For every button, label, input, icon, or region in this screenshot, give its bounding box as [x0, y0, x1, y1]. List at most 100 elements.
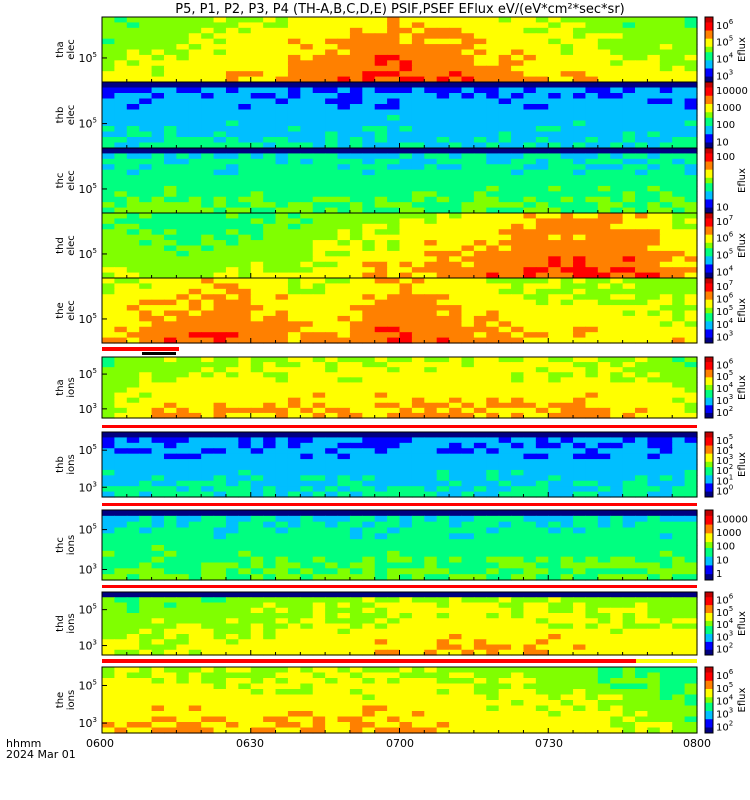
spectrogram-cell — [374, 294, 388, 301]
spectrogram-cell — [498, 326, 512, 333]
spectrogram-cell — [635, 486, 649, 493]
panel-label-species: elec — [66, 235, 77, 256]
spectrogram-cell — [684, 191, 698, 198]
spectrogram-cell — [449, 278, 463, 285]
spectrogram-cell — [511, 453, 525, 460]
spectrogram-cell — [622, 27, 636, 34]
spectrogram-cell — [349, 310, 363, 317]
spectrogram-cell — [436, 120, 450, 127]
spectrogram-cell — [250, 169, 264, 176]
spectrogram-cell — [535, 126, 549, 133]
spectrogram-cell — [139, 33, 153, 40]
spectrogram-cell — [275, 459, 289, 466]
spectrogram-cell — [436, 256, 450, 263]
spectrogram-cell — [201, 196, 215, 203]
spectrogram-cell — [659, 278, 673, 285]
spectrogram-cell — [362, 158, 376, 165]
spectrogram-cell — [387, 305, 401, 312]
colorbar-step — [705, 79, 713, 83]
spectrogram-cell — [287, 213, 301, 220]
spectrogram-cell — [411, 109, 425, 116]
spectrogram-cell — [535, 515, 549, 523]
spectrogram-cell — [635, 442, 649, 449]
spectrogram-cell — [511, 486, 525, 493]
spectrogram-cell — [201, 126, 215, 133]
spectrogram-cell — [201, 562, 215, 569]
spectrogram-cell — [126, 442, 140, 449]
spectrogram-cell — [535, 207, 549, 214]
spectrogram-cell — [610, 256, 624, 263]
spectrogram-cell — [188, 556, 202, 564]
colorbar-label: Eflux — [737, 168, 748, 193]
spectrogram-cell — [250, 223, 264, 230]
spectrogram-cell — [560, 65, 574, 72]
spectrogram-cell — [188, 169, 202, 176]
spectrogram-cell — [176, 169, 190, 176]
spectrogram-cell — [225, 180, 239, 187]
spectrogram-cell — [287, 539, 301, 546]
spectrogram-cell — [647, 65, 661, 72]
spectrogram-cell — [635, 397, 649, 404]
spectrogram-cell — [449, 250, 463, 257]
spectrogram-cell — [300, 562, 314, 569]
spectrogram-cell — [659, 131, 673, 138]
spectrogram-cell — [102, 22, 115, 29]
spectrogram-cell — [102, 76, 115, 83]
spectrogram-cell — [102, 240, 115, 247]
spectrogram-cell — [684, 382, 698, 389]
spectrogram-cell — [387, 33, 401, 40]
spectrogram-cell — [511, 256, 525, 263]
spectrogram-cell — [337, 397, 351, 404]
spectrogram-cell — [312, 278, 326, 285]
spectrogram-cell — [225, 556, 239, 564]
spectrogram-cell — [263, 437, 277, 444]
spectrogram-cell — [647, 515, 661, 523]
spectrogram-cell — [250, 556, 264, 564]
spectrogram-cell — [585, 510, 599, 517]
spectrogram-cell — [647, 550, 661, 558]
spectrogram-cell — [201, 65, 215, 72]
spectrogram-cell — [163, 486, 177, 493]
spectrogram-cell — [151, 402, 165, 409]
spectrogram-cell — [585, 131, 599, 138]
spectrogram-cell — [449, 305, 463, 312]
spectrogram-cell — [238, 332, 252, 339]
spectrogram-cell — [275, 240, 289, 247]
spectrogram-cell — [573, 218, 587, 225]
colorbar-step — [705, 117, 713, 121]
spectrogram-cell — [263, 475, 277, 482]
spectrogram-cell — [337, 533, 351, 540]
spectrogram-cell — [548, 240, 562, 247]
spectrogram-cell — [300, 283, 314, 290]
spectrogram-cell — [213, 397, 227, 404]
spectrogram-cell — [424, 196, 438, 203]
spectrogram-cell — [163, 387, 177, 394]
spectrogram-cell — [635, 568, 649, 575]
spectrogram-cell — [684, 93, 698, 100]
spectrogram-cell — [560, 104, 574, 111]
spectrogram-cell — [573, 469, 587, 476]
spectrogram-cell — [585, 545, 599, 552]
spectrogram-cell — [374, 397, 388, 404]
spectrogram-cell — [139, 539, 153, 546]
spectrogram-cell — [287, 357, 301, 363]
spectrogram-cell — [287, 402, 301, 409]
spectrogram-cell — [647, 562, 661, 569]
spectrogram-cell — [176, 175, 190, 182]
spectrogram-cell — [114, 510, 128, 517]
spectrogram-cell — [337, 459, 351, 466]
spectrogram-cell — [473, 332, 487, 339]
colorbar-step — [705, 475, 713, 479]
spectrogram-cell — [486, 65, 500, 72]
spectrogram-cell — [250, 533, 264, 540]
spectrogram-cell — [275, 169, 289, 176]
spectrogram-cell — [659, 98, 673, 105]
spectrogram-cell — [461, 357, 475, 363]
spectrogram-cell — [287, 464, 301, 471]
spectrogram-cell — [659, 367, 673, 373]
spectrogram-cell — [114, 131, 128, 138]
spectrogram-cell — [597, 382, 611, 389]
spectrogram-cell — [461, 22, 475, 29]
spectrogram-cell — [399, 521, 413, 529]
spectrogram-cell — [300, 539, 314, 546]
